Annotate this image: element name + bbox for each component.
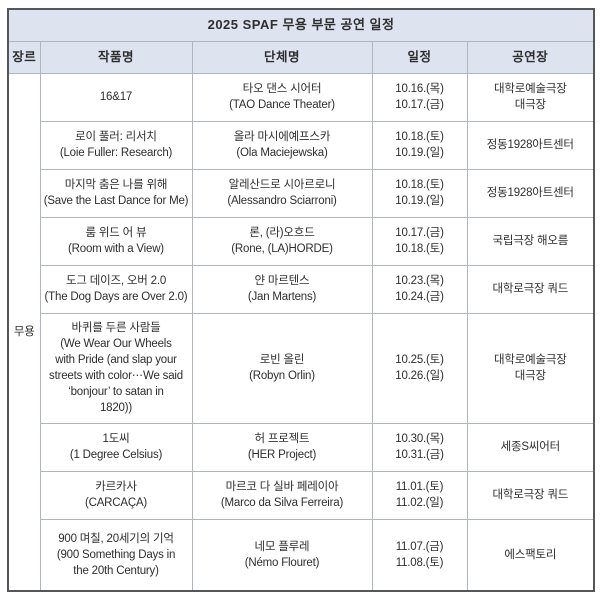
work-title-cell: 카르카사 (CARCAÇA) <box>39 470 193 520</box>
col-header-dates: 일정 <box>371 40 468 74</box>
venue-cell: 정동1928아트센터 <box>466 168 595 218</box>
performance-schedule-table: 2025 SPAF 무용 부문 공연 일정 장르 작품명 단체명 일정 공연장 … <box>7 8 596 592</box>
company-cell: 타오 댄스 시어터 (TAO Dance Theater) <box>191 72 373 122</box>
table-row: 카르카사 (CARCAÇA) 마르코 다 실바 페레이아 (Marco da S… <box>8 470 595 520</box>
genre-cell: 무용 <box>7 72 41 592</box>
work-title-cell: 16&17 <box>39 72 193 122</box>
dates-cell: 11.07.(금) 11.08.(토) <box>371 518 468 592</box>
table-row: 로이 풀러: 리서치 (Loie Fuller: Research) 올라 마시… <box>8 120 595 170</box>
work-title-cell: 도그 데이즈, 오버 2.0 (The Dog Days are Over 2.… <box>39 264 193 314</box>
company-cell: 네모 플루레 (Némo Flouret) <box>191 518 373 592</box>
work-title-cell: 900 며칠, 20세기의 기억 (900 Something Days in … <box>39 518 193 592</box>
venue-cell: 국립극장 해오름 <box>466 216 595 266</box>
column-header-row: 장르 작품명 단체명 일정 공연장 <box>7 40 595 74</box>
table-row: 무용 16&17 타오 댄스 시어터 (TAO Dance Theater) 1… <box>7 72 595 592</box>
table-row: 마지막 춤은 나를 위해 (Save the Last Dance for Me… <box>8 168 595 218</box>
venue-cell: 세종S씨어터 <box>466 422 595 472</box>
col-header-company: 단체명 <box>191 40 373 74</box>
venue-cell: 정동1928아트센터 <box>466 120 595 170</box>
work-title-cell: 룸 위드 어 뷰 (Room with a View) <box>39 216 193 266</box>
dates-cell: 10.18.(토) 10.19.(일) <box>371 120 468 170</box>
company-cell: 얀 마르텐스 (Jan Martens) <box>191 264 373 314</box>
dates-cell: 10.18.(토) 10.19.(일) <box>371 168 468 218</box>
work-title-cell: 바퀴를 두른 사람들 (We Wear Our Wheels with Prid… <box>39 312 193 424</box>
venue-cell: 대학로예술극장 대극장 <box>466 312 595 424</box>
venue-cell: 에스팩토리 <box>466 518 595 592</box>
company-cell: 허 프로젝트 (HER Project) <box>191 422 373 472</box>
work-title-cell: 로이 풀러: 리서치 (Loie Fuller: Research) <box>39 120 193 170</box>
table-row: 도그 데이즈, 오버 2.0 (The Dog Days are Over 2.… <box>8 264 595 314</box>
col-header-work: 작품명 <box>39 40 193 74</box>
work-title-cell: 1도씨 (1 Degree Celsius) <box>39 422 193 472</box>
col-header-genre: 장르 <box>7 40 41 74</box>
dates-cell: 10.30.(목) 10.31.(금) <box>371 422 468 472</box>
venue-cell: 대학로예술극장 대극장 <box>466 72 595 122</box>
dates-cell: 10.17.(금) 10.18.(토) <box>371 216 468 266</box>
dates-cell: 11.01.(토) 11.02.(일) <box>371 470 468 520</box>
title-row: 2025 SPAF 무용 부문 공연 일정 <box>7 8 595 42</box>
venue-cell: 대학로극장 쿼드 <box>466 470 595 520</box>
company-cell: 마르코 다 실바 페레이아 (Marco da Silva Ferreira) <box>191 470 373 520</box>
table-row: 룸 위드 어 뷰 (Room with a View) 론, (라)오흐드 (R… <box>8 216 595 266</box>
company-cell: 론, (라)오흐드 (Rone, (LA)HORDE) <box>191 216 373 266</box>
table-row: 1도씨 (1 Degree Celsius) 허 프로젝트 (HER Proje… <box>8 422 595 472</box>
table-row: 900 며칠, 20세기의 기억 (900 Something Days in … <box>8 518 595 592</box>
table-title: 2025 SPAF 무용 부문 공연 일정 <box>7 8 595 42</box>
company-cell: 올라 마시에예프스카 (Ola Maciejewska) <box>191 120 373 170</box>
company-cell: 알레산드로 시아르로니 (Alessandro Sciarroni) <box>191 168 373 218</box>
dates-cell: 10.25.(토) 10.26.(일) <box>371 312 468 424</box>
venue-cell: 대학로극장 쿼드 <box>466 264 595 314</box>
table-row: 바퀴를 두른 사람들 (We Wear Our Wheels with Prid… <box>8 312 595 424</box>
dates-cell: 10.16.(목) 10.17.(금) <box>371 72 468 122</box>
work-title-cell: 마지막 춤은 나를 위해 (Save the Last Dance for Me… <box>39 168 193 218</box>
company-cell: 로빈 올린 (Robyn Orlin) <box>191 312 373 424</box>
dates-cell: 10.23.(목) 10.24.(금) <box>371 264 468 314</box>
col-header-venue: 공연장 <box>466 40 595 74</box>
